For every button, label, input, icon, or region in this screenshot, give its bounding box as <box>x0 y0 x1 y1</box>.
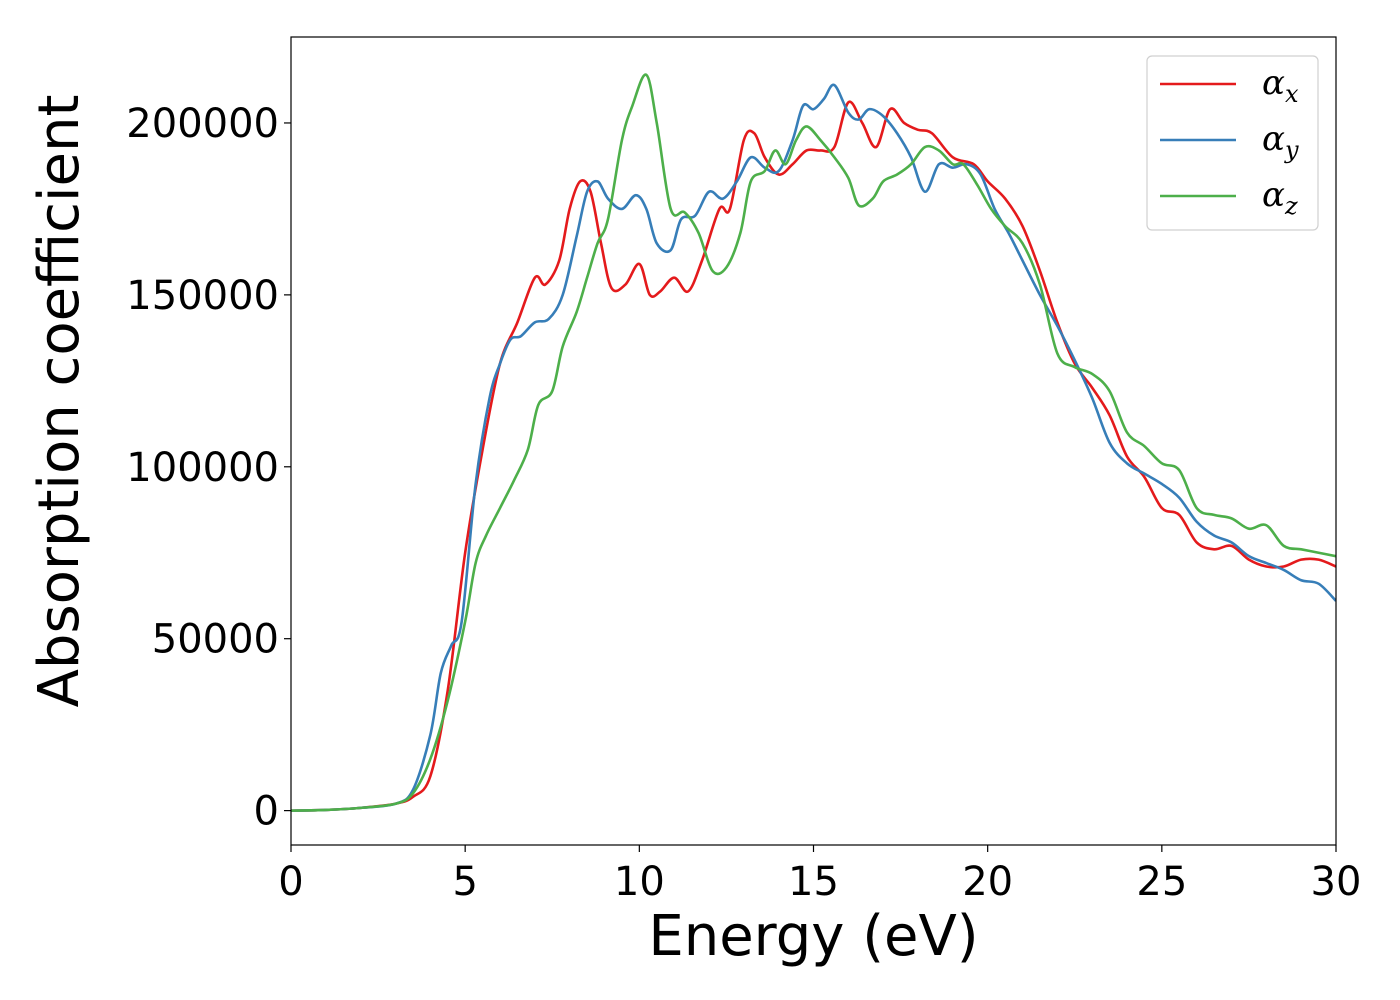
y-tick-label: 150000 <box>126 273 279 319</box>
legend-label: αx <box>1262 63 1299 108</box>
x-tick-label: 0 <box>278 859 303 905</box>
y-tick-label: 200000 <box>126 101 279 147</box>
y-axis-title: Absorption coefficient <box>27 95 92 708</box>
x-tick-label: 30 <box>1311 859 1362 905</box>
legend-label: αz <box>1262 175 1298 220</box>
y-tick-label: 0 <box>254 789 279 835</box>
x-axis-title: Energy (eV) <box>648 904 978 969</box>
legend-label: αy <box>1262 119 1299 164</box>
y-tick-label: 50000 <box>152 617 279 663</box>
x-tick-label: 10 <box>614 859 665 905</box>
legend-box <box>1146 55 1319 231</box>
series-lines <box>291 73 1336 812</box>
series-line-x <box>291 100 1336 812</box>
series-line-z <box>291 73 1336 812</box>
axis-ticks: 0 5 10 15 20 25 30 0 50000 100000 150000 200000 <box>126 101 1361 905</box>
y-tick-label: 100000 <box>126 445 279 491</box>
x-tick-label: 25 <box>1136 859 1187 905</box>
series-line-y <box>291 83 1336 812</box>
x-tick-label: 5 <box>452 859 477 905</box>
legend: αx αy αz <box>1146 55 1319 231</box>
x-tick-label: 20 <box>962 859 1013 905</box>
x-tick-label: 15 <box>788 859 839 905</box>
